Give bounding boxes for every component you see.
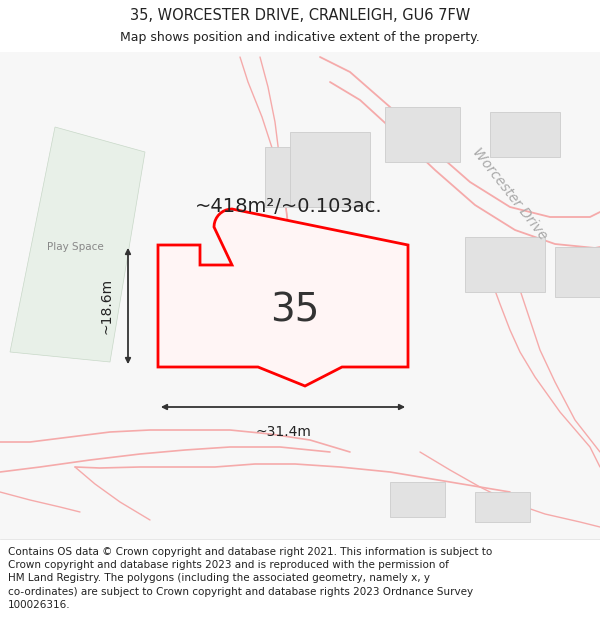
Text: Play Space: Play Space: [47, 242, 103, 252]
Polygon shape: [265, 147, 335, 207]
Polygon shape: [0, 52, 600, 539]
Polygon shape: [0, 52, 600, 539]
Polygon shape: [385, 107, 460, 162]
Polygon shape: [475, 492, 530, 522]
Text: ~31.4m: ~31.4m: [255, 425, 311, 439]
Polygon shape: [555, 247, 600, 297]
Polygon shape: [390, 482, 445, 517]
Polygon shape: [10, 127, 145, 362]
Text: 35, WORCESTER DRIVE, CRANLEIGH, GU6 7FW: 35, WORCESTER DRIVE, CRANLEIGH, GU6 7FW: [130, 9, 470, 24]
Text: Worcester Drive: Worcester Drive: [470, 146, 550, 242]
Polygon shape: [290, 132, 370, 207]
Polygon shape: [295, 267, 360, 322]
Polygon shape: [220, 327, 268, 362]
Text: Map shows position and indicative extent of the property.: Map shows position and indicative extent…: [120, 31, 480, 44]
Text: 35: 35: [271, 291, 320, 329]
Polygon shape: [465, 237, 545, 292]
Polygon shape: [158, 209, 408, 386]
Polygon shape: [490, 112, 560, 157]
Text: ~418m²/~0.103ac.: ~418m²/~0.103ac.: [195, 198, 383, 216]
Text: ~18.6m: ~18.6m: [99, 278, 113, 334]
Text: Contains OS data © Crown copyright and database right 2021. This information is : Contains OS data © Crown copyright and d…: [8, 547, 492, 610]
